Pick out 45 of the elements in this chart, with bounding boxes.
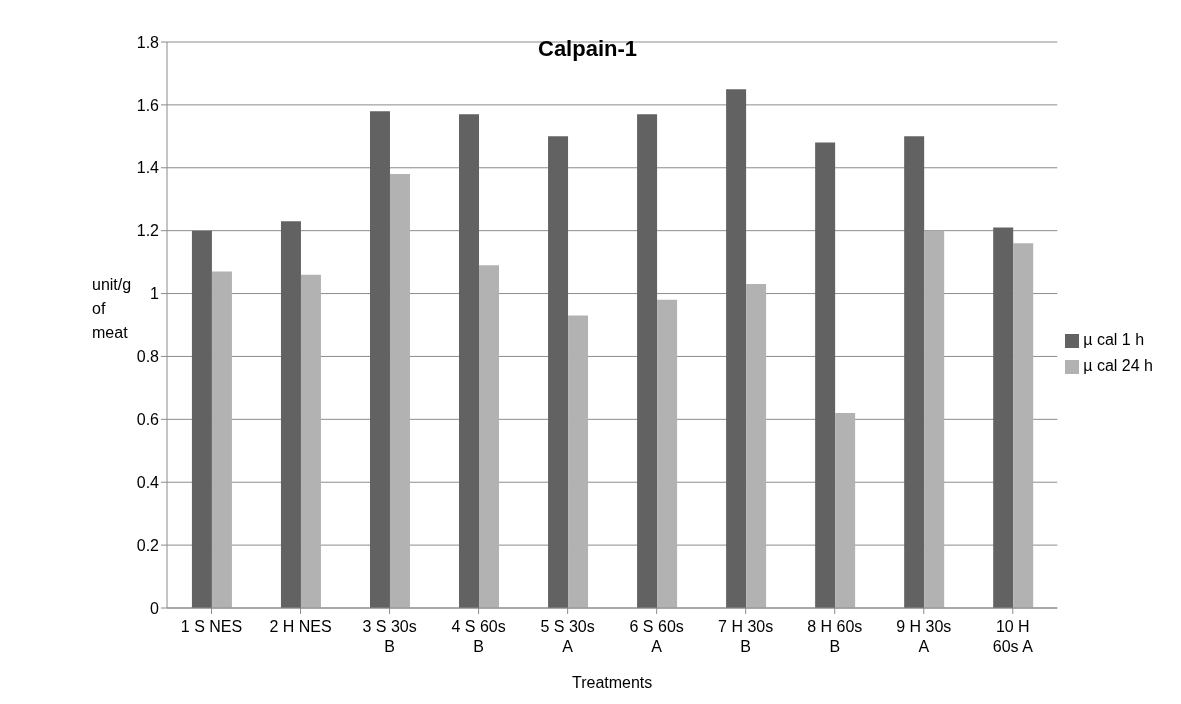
x-axis-title: Treatments: [571, 674, 653, 691]
x-tick-label: 8 H 60s B: [807, 618, 863, 655]
x-tick-label: 6 S 60s A: [629, 618, 684, 655]
x-tick-label: 1 S NES: [180, 618, 243, 635]
bar: [459, 114, 480, 608]
bar: [300, 274, 321, 608]
bar: [815, 142, 836, 608]
legend-label: µ cal 24 h: [1083, 357, 1153, 374]
bar: [637, 114, 658, 608]
x-tick-label: 5 S 30s A: [540, 618, 595, 655]
x-tick-label: 2 H NES: [269, 618, 332, 635]
legend-label: µ cal 1 h: [1083, 331, 1145, 348]
x-tick-label: 4 S 60s B: [451, 618, 506, 655]
x-tick-label: 7 H 30s B: [718, 618, 774, 655]
bar: [924, 230, 945, 608]
y-tick-label: 0.6: [136, 411, 160, 429]
y-tick-label: 1.4: [136, 159, 160, 177]
bar: [280, 221, 301, 608]
y-tick-label: 0: [150, 599, 160, 617]
bar: [389, 174, 410, 608]
bar: [369, 111, 390, 608]
x-tick-label: 9 H 30s A: [896, 618, 952, 655]
y-tick-label: 0.4: [136, 473, 160, 491]
bar: [479, 265, 500, 608]
bar: [904, 136, 925, 608]
bar: [568, 315, 589, 608]
y-tick-label: 1.2: [136, 222, 160, 240]
bar: [746, 284, 767, 608]
y-tick-label: 0.2: [136, 536, 160, 554]
y-tick-label: 1: [150, 285, 160, 303]
bar: [1013, 243, 1034, 608]
y-tick-label: 1.8: [136, 33, 160, 51]
bar: [835, 413, 856, 608]
bar: [657, 299, 678, 608]
x-tick-label: 3 S 30s B: [362, 618, 417, 655]
bar: [211, 271, 232, 608]
chart-title: Calpain-1: [538, 36, 638, 62]
bar: [548, 136, 569, 608]
bar: [993, 227, 1014, 608]
x-tick-label: 10 H 60s A: [992, 618, 1034, 655]
bar: [726, 89, 747, 608]
y-axis-title: unit/g of meat: [92, 275, 133, 343]
bar: [191, 230, 212, 608]
y-tick-label: 1.6: [136, 96, 160, 114]
y-tick-label: 0.8: [136, 348, 160, 366]
